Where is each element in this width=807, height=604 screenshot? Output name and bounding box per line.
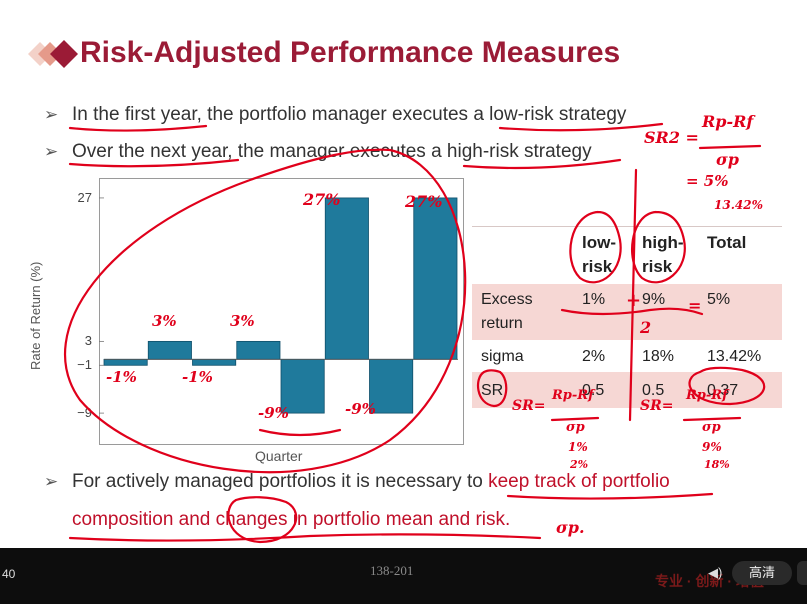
bar-quarter-8 [413,197,458,360]
slide-title: Risk-Adjusted Performance Measures [80,36,621,69]
bullet-highlight: keep track of portfolio [488,471,670,492]
y-tick-label: 3 [84,333,92,349]
bullet-arrow-icon: ➢ [44,472,59,491]
hw-bar-label-7: -9% [345,400,376,418]
page-number: 138-201 [370,563,414,578]
quality-button[interactable]: 高清 [732,561,792,585]
bar-quarter-4 [236,340,281,360]
playback-time: 40 [2,567,16,581]
hw-bar-label-5: -9% [258,404,289,422]
bar-quarter-2 [147,340,192,360]
bullet-active-portfolios: ➢ For actively managed portfolios it is n… [44,471,670,493]
hw-sr2-denominator: σp [716,150,739,169]
volume-icon[interactable]: ◀) [708,565,723,580]
row-label-return: return [481,315,523,332]
bullet-low-risk: ➢ In the first year, the portfolio manage… [44,104,626,126]
header-high-2: risk [642,257,673,276]
hw-bar-label-6: 27% [303,190,341,209]
hw-div-2: 2 [640,318,652,337]
hw-sr-high-den: 18% [704,458,730,471]
cell-excess-low: 1% [582,291,606,308]
bar-chart-plot [99,197,458,414]
row-label-sigma: sigma [481,348,524,365]
cell-sigma-high: 18% [642,348,675,365]
hw-sr2-numerator: Rp-Rf [702,112,754,131]
hw-sr-high-rp-rf: Rp-Rf [686,388,728,403]
row-label-excess: Excess [481,291,533,308]
hw-bar-label-2: 3% [152,312,177,330]
hw-sr-low-sigma: σp [566,420,585,435]
row-label-sr: SR [481,382,504,399]
hw-plus: + [626,290,642,311]
cell-sr-low: 0.5 [582,382,605,399]
y-tick-label: −9 [77,405,92,421]
bar-quarter-7 [369,358,414,414]
table-top-rule [472,226,782,227]
bar-quarter-6 [324,197,369,360]
hw-sr-low-den: 2% [570,458,589,471]
cell-sigma-total: 13.42% [707,348,762,365]
hw-bar-label-8: 27% [405,192,443,211]
hw-sr-high-sigma: σp [702,420,721,435]
cell-excess-high: 9% [642,291,666,308]
hw-bar-label-4: 3% [230,312,255,330]
hw-sr-low-lhs: SR= [512,398,546,414]
bar-quarter-1 [103,358,148,366]
diamond-logo-icon [28,40,78,68]
y-tick-label: 27 [77,189,92,205]
hw-sr2-calc-num: = 5% [686,172,729,190]
bar-quarter-3 [192,358,237,366]
more-controls-button[interactable] [797,561,807,585]
hw-sr-high-lhs: SR= [640,398,674,414]
hw-sr2-calc-den: 13.42% [714,198,763,212]
y-axis-label: Rate of Return (%) [28,261,43,370]
header-low: low- [582,233,616,252]
hw-sr-high-num: 9% [702,440,722,454]
x-axis-label: Quarter [255,448,303,464]
header-high: high- [642,233,684,252]
hw-sigma-end: σp. [556,518,585,537]
hw-sr-low-num: 1% [568,440,588,454]
cell-sigma-low: 2% [582,348,606,365]
header-total: Total [707,233,747,252]
bullet-active-portfolios-line2: composition and changes in portfolio mea… [72,509,511,530]
hw-sr2-label: SR2 = [644,128,699,147]
bullet-text: In the first year, the portfolio manager… [72,104,627,125]
hw-bar-label-1: -1% [106,368,137,386]
cell-excess-total: 5% [707,291,731,308]
y-tick-label: −1 [77,357,92,373]
header-low-2: risk [582,257,613,276]
bullet-text: For actively managed portfolios it is ne… [72,471,483,492]
hw-sr-low-rp-rf: Rp-Rf [552,388,594,403]
cell-sr-high: 0.5 [642,382,665,399]
bullet-arrow-icon: ➢ [44,142,59,161]
slide: Risk-Adjusted Performance Measures ➢ In t… [28,36,782,544]
bullet-arrow-icon: ➢ [44,105,59,124]
video-player-bar: 40 [0,548,807,604]
hw-equals: = [688,296,702,315]
hw-bar-label-3: -1% [182,368,213,386]
